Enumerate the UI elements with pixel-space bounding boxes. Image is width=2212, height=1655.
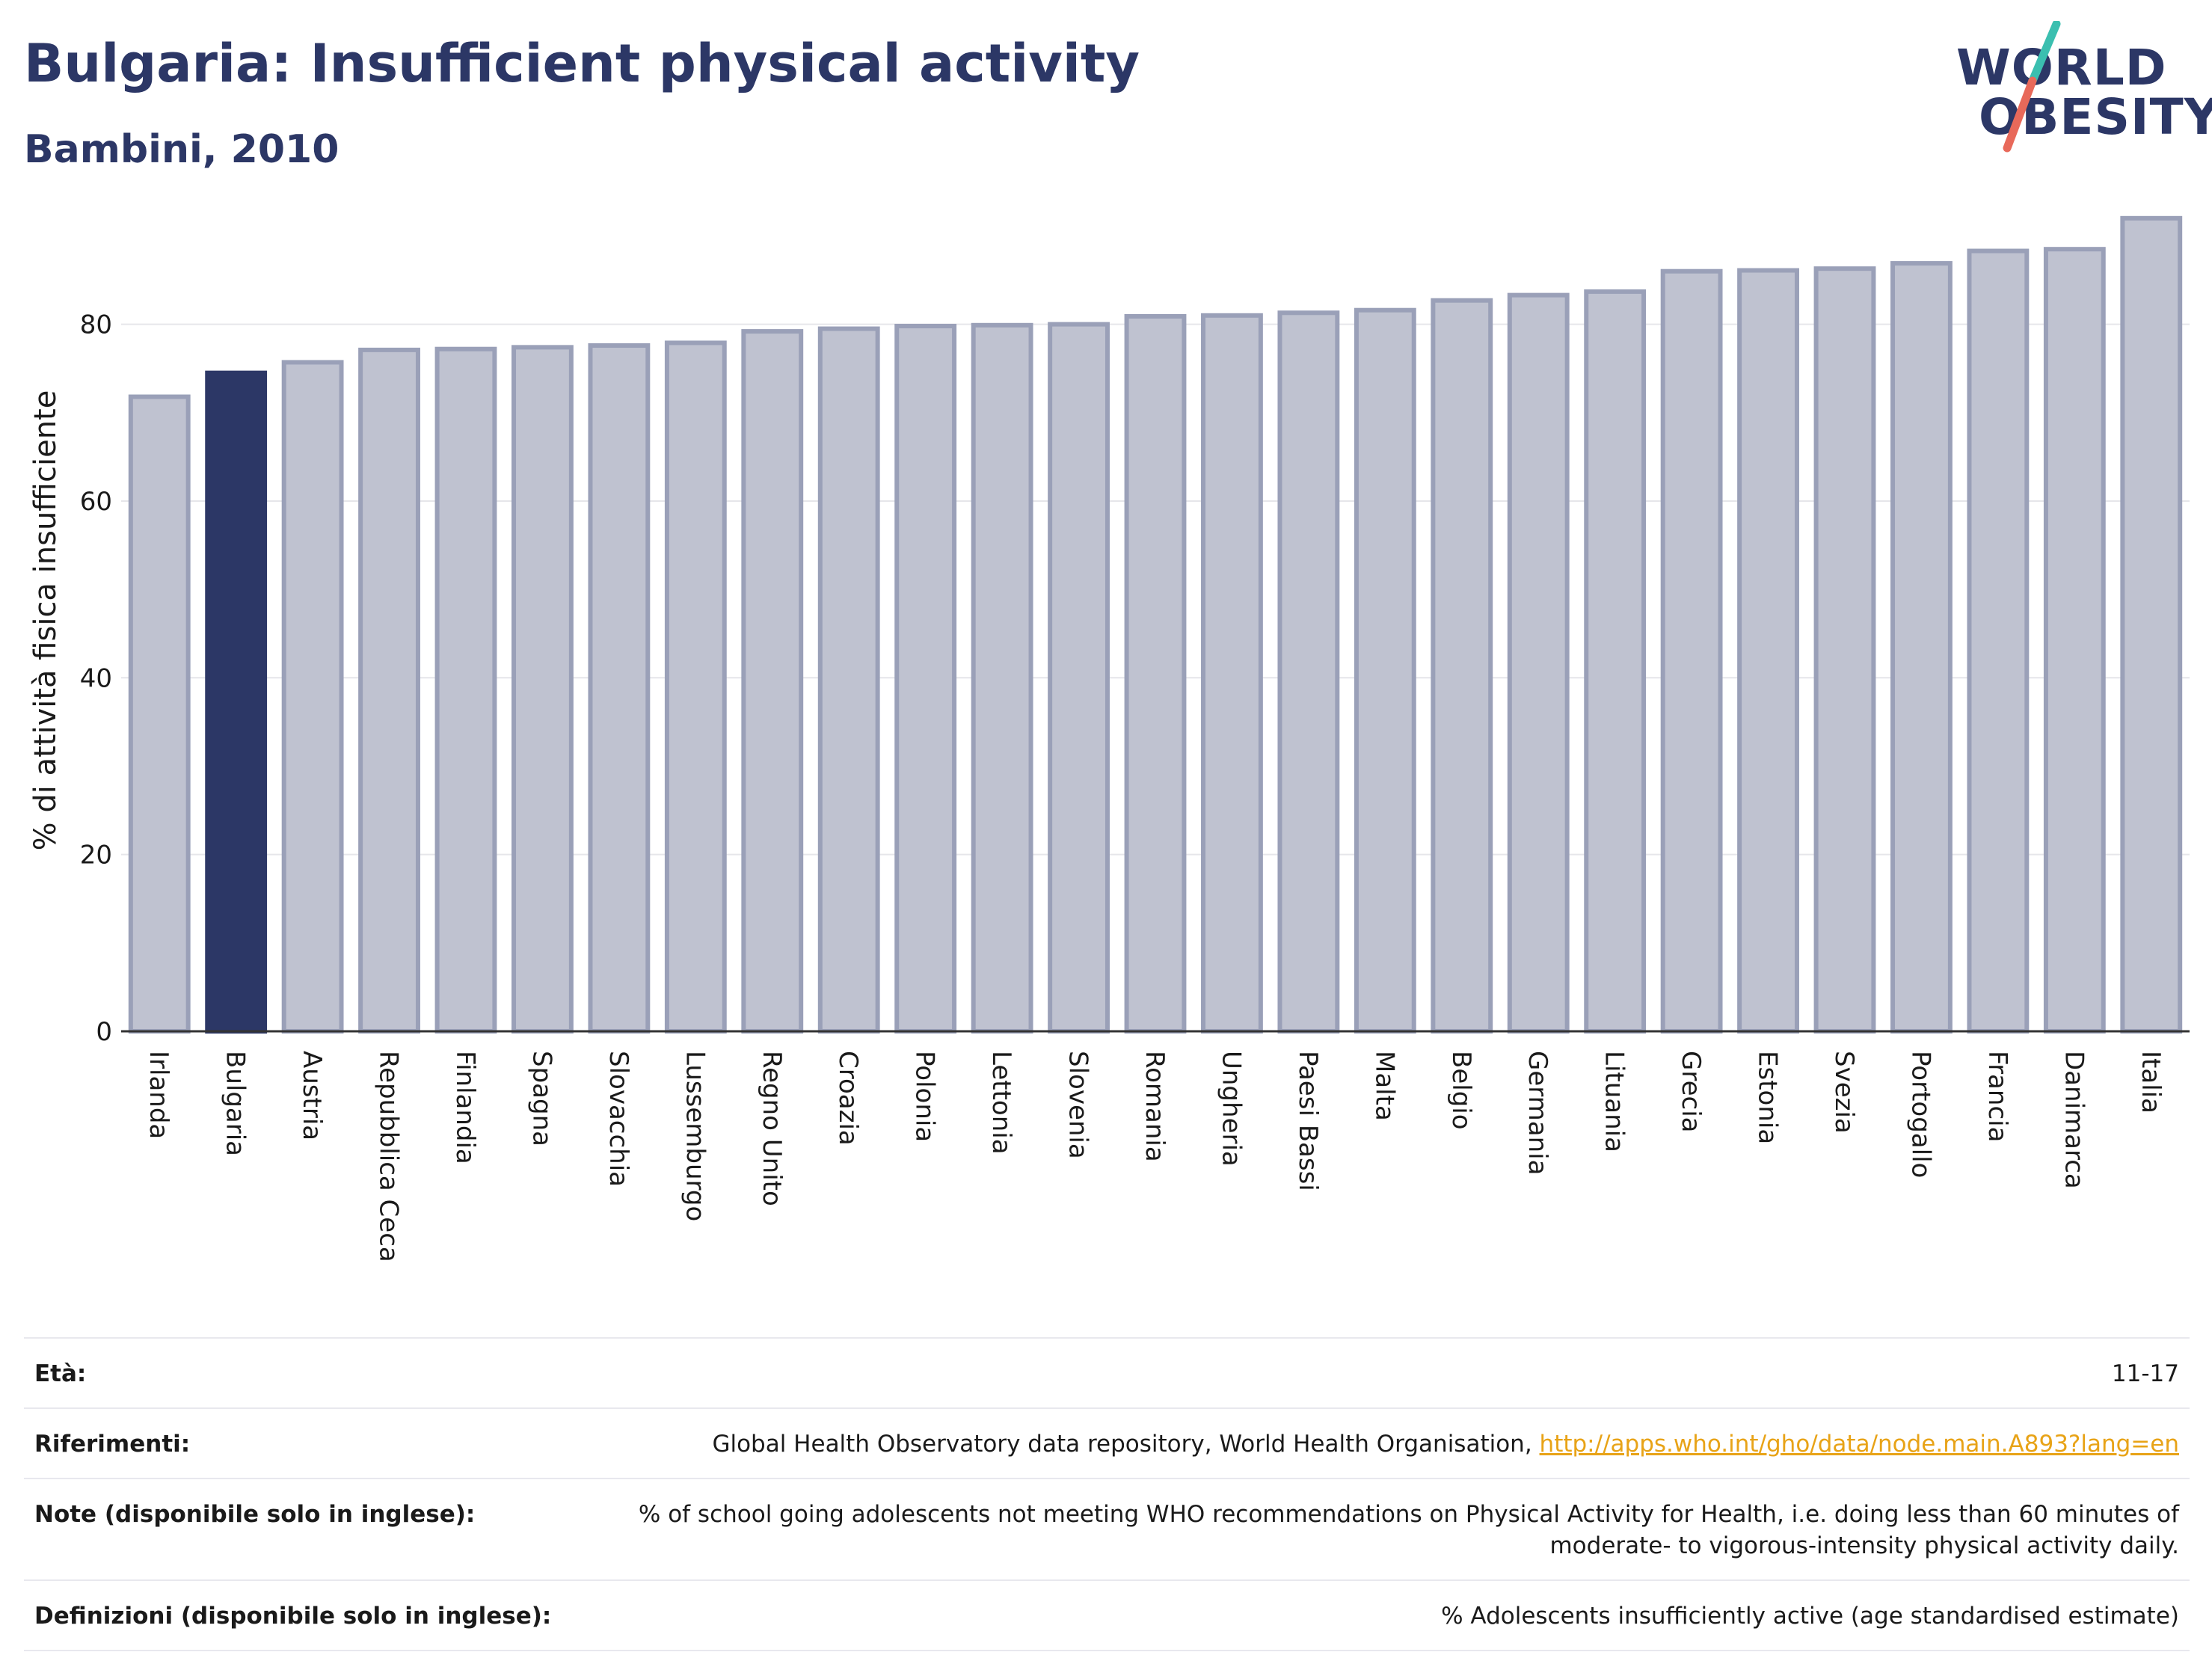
bar-croazia (817, 326, 880, 1034)
x-tick-label: Francia (1982, 1051, 2012, 1142)
y-tick-label: 0 (96, 1017, 112, 1047)
bar-romania (1124, 313, 1187, 1034)
bar-portogallo (1890, 261, 1953, 1034)
bar-slovenia (1048, 322, 1110, 1034)
bar-grecia (1660, 268, 1723, 1034)
bar-spagna (511, 345, 574, 1034)
chart-title: Bulgaria: Insufficient physical activity (24, 33, 1140, 94)
x-tick-label: Paesi Bassi (1293, 1051, 1323, 1191)
x-tick-label: Regno Unito (757, 1051, 787, 1206)
y-tick-label: 20 (80, 841, 112, 871)
meta-row-references: Riferimenti: Global Health Observatory d… (24, 1407, 2190, 1479)
metadata-table: Età: 11-17 Riferimenti: Global Health Ob… (24, 1337, 2190, 1651)
x-tick-label: Danimarca (2059, 1051, 2089, 1189)
bar-belgio (1431, 298, 1493, 1034)
bar-bulgaria (205, 370, 268, 1034)
x-tick-label: Croazia (833, 1051, 863, 1146)
x-tick-label: Grecia (1676, 1051, 1706, 1132)
x-tick-label: Estonia (1753, 1051, 1783, 1144)
x-tick-label: Romania (1140, 1051, 1170, 1162)
bar-francia (1967, 248, 2030, 1034)
bar-svezia (1813, 266, 1876, 1034)
meta-key: Definizioni (disponibile solo in inglese… (24, 1579, 568, 1651)
bar-paesi-bassi (1277, 310, 1340, 1034)
bar-repubblica-ceca (358, 347, 420, 1034)
bar-slovacchia (588, 343, 651, 1034)
x-tick-label: Malta (1369, 1051, 1399, 1121)
reference-link[interactable]: http://apps.who.int/gho/data/node.main.A… (1539, 1431, 2179, 1458)
meta-key: Note (disponibile solo in inglese): (24, 1478, 568, 1581)
bar-ungheria (1201, 313, 1263, 1034)
bar-italia (2120, 215, 2183, 1034)
bar-lettonia (971, 322, 1033, 1034)
x-tick-label: Slovenia (1063, 1051, 1093, 1159)
bar-lituania (1584, 289, 1647, 1034)
reference-text: Global Health Observatory data repositor… (712, 1431, 1540, 1458)
y-tick-label: 60 (80, 487, 112, 517)
meta-key: Età: (24, 1337, 568, 1409)
meta-value: Global Health Observatory data repositor… (568, 1407, 2190, 1479)
x-tick-label: Spagna (526, 1051, 556, 1146)
bar-irlanda (128, 394, 191, 1034)
bar-austria (281, 360, 344, 1034)
bar-chart: 0 20 40 60 80 % di attività fisica insufficie… (28, 215, 2190, 1262)
x-tick-label: Lituania (1600, 1051, 1629, 1152)
bar-estonia (1737, 268, 1799, 1034)
x-tick-label: Austria (297, 1051, 327, 1140)
meta-row-notes: Note (disponibile solo in inglese): % of… (24, 1478, 2190, 1581)
x-tick-label: Lussemburgo (680, 1051, 710, 1221)
x-tick-label: Germania (1523, 1051, 1552, 1175)
y-axis-title: % di attività fisica insufficiente (28, 390, 63, 851)
chart-subtitle: Bambini, 2010 (24, 127, 340, 172)
meta-value: % Adolescents insufficiently active (age… (568, 1579, 2190, 1651)
logo-slash-icon (2003, 21, 2061, 153)
meta-key: Riferimenti: (24, 1407, 568, 1479)
bar-danimarca (2043, 247, 2106, 1034)
meta-value: % of school going adolescents not meetin… (568, 1478, 2190, 1581)
x-tick-label: Svezia (1829, 1051, 1859, 1134)
x-tick-label: Lettonia (986, 1051, 1016, 1155)
bar-polonia (894, 323, 957, 1034)
x-tick-label: Italia (2136, 1051, 2166, 1114)
meta-row-age: Età: 11-17 (24, 1337, 2190, 1409)
x-tick-label: Ungheria (1216, 1051, 1246, 1167)
logo-line-1: WORLD (1956, 39, 2167, 96)
bar-malta (1354, 307, 1416, 1034)
bar-regno-unito (741, 329, 804, 1034)
x-tick-label: Belgio (1446, 1051, 1476, 1130)
x-tick-label: Slovacchia (603, 1051, 633, 1187)
meta-value: 11-17 (568, 1337, 2190, 1409)
bar-finlandia (434, 346, 497, 1034)
meta-row-definitions: Definizioni (disponibile solo in inglese… (24, 1579, 2190, 1651)
bar-germania (1507, 292, 1570, 1034)
x-tick-label: Portogallo (1905, 1051, 1935, 1178)
bar-lussemburgo (664, 340, 727, 1034)
y-tick-label: 80 (80, 310, 112, 340)
x-tick-label: Finlandia (450, 1051, 480, 1164)
world-obesity-logo: WORLD OBESITY (1944, 21, 2212, 156)
x-tick-label: Irlanda (144, 1051, 173, 1139)
y-tick-label: 40 (80, 663, 112, 693)
x-tick-label: Polonia (910, 1051, 940, 1142)
x-tick-label: Repubblica Ceca (374, 1051, 404, 1262)
x-tick-label: Bulgaria (221, 1051, 251, 1156)
